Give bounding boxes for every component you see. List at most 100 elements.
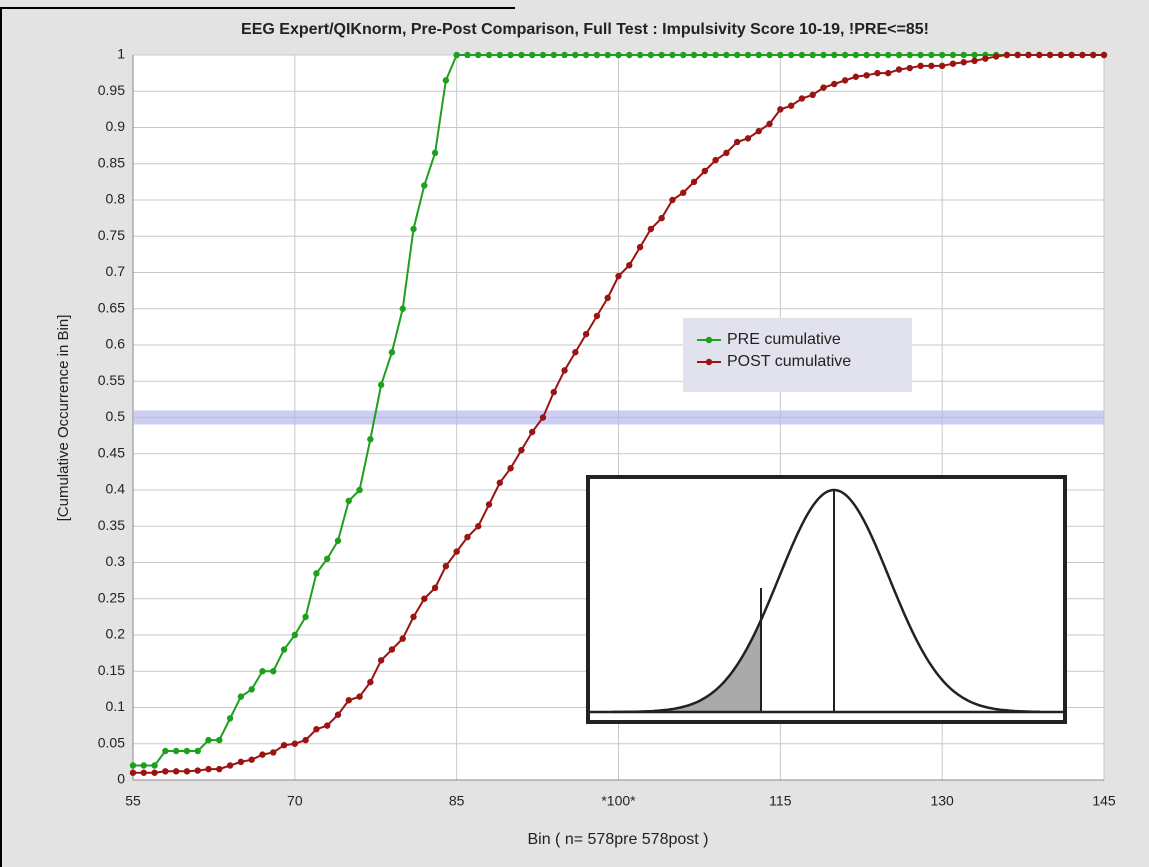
- data-point: [550, 51, 557, 59]
- y-tick-label: 0.95: [98, 82, 125, 98]
- data-point: [550, 388, 557, 396]
- legend-box: [683, 318, 912, 392]
- data-point: [680, 51, 687, 59]
- data-point: [572, 51, 579, 59]
- data-point: [777, 106, 784, 113]
- data-point: [874, 69, 881, 77]
- data-point: [636, 243, 644, 251]
- data-point: [172, 768, 180, 775]
- y-tick-label: 1: [117, 46, 125, 62]
- data-point: [820, 51, 827, 59]
- data-point: [593, 312, 601, 320]
- data-point: [345, 697, 352, 704]
- data-point: [831, 51, 838, 59]
- y-tick-label: 0: [117, 771, 125, 787]
- data-point: [453, 548, 460, 555]
- data-point: [733, 51, 741, 59]
- data-point: [1068, 51, 1075, 59]
- inset-diagram: [586, 475, 1067, 724]
- data-point: [388, 646, 396, 653]
- legend-swatch-dot: [705, 336, 713, 344]
- data-point: [399, 305, 406, 312]
- data-point: [410, 225, 417, 233]
- data-point: [938, 51, 946, 59]
- y-tick-label: 0.65: [98, 299, 125, 315]
- data-point: [1100, 51, 1108, 59]
- y-tick-label: 0.3: [106, 553, 126, 569]
- data-point: [604, 294, 611, 302]
- data-point: [183, 747, 191, 755]
- data-point: [852, 73, 860, 80]
- data-point: [259, 668, 266, 675]
- data-point: [280, 646, 288, 653]
- data-point: [151, 769, 158, 776]
- data-point: [712, 156, 719, 164]
- data-point: [1079, 51, 1086, 59]
- y-tick-label: 0.75: [98, 227, 125, 243]
- data-point: [334, 537, 342, 544]
- data-point: [852, 51, 860, 59]
- data-point: [334, 711, 342, 718]
- data-point: [615, 272, 622, 280]
- data-point: [582, 51, 590, 59]
- data-point: [1014, 51, 1021, 59]
- data-point: [798, 51, 806, 59]
- data-point: [453, 51, 460, 59]
- data-point: [949, 60, 957, 67]
- y-tick-label: 0.8: [106, 191, 126, 207]
- data-point: [496, 51, 504, 59]
- data-point: [960, 59, 967, 66]
- data-point: [992, 53, 1000, 60]
- legend: PRE cumulative POST cumulative: [683, 318, 912, 392]
- data-point: [475, 523, 482, 530]
- data-point: [1090, 51, 1097, 59]
- data-point: [755, 51, 762, 59]
- data-point: [809, 51, 816, 59]
- data-point: [863, 72, 870, 79]
- data-point: [367, 678, 374, 686]
- data-point: [561, 367, 568, 374]
- data-point: [841, 51, 849, 59]
- data-point: [507, 465, 514, 472]
- data-point: [701, 167, 709, 175]
- y-tick-label: 0.6: [106, 336, 126, 352]
- data-point: [291, 631, 299, 639]
- data-point: [593, 51, 601, 59]
- data-point: [377, 657, 385, 664]
- data-point: [464, 533, 471, 541]
- x-tick-label: *100*: [601, 793, 636, 809]
- data-point: [798, 95, 806, 102]
- data-point: [971, 57, 978, 64]
- data-point: [421, 595, 428, 602]
- data-point: [194, 747, 201, 755]
- data-point: [216, 736, 223, 744]
- data-point: [690, 178, 698, 186]
- data-point: [604, 51, 611, 59]
- x-tick-label: 70: [287, 793, 303, 809]
- y-tick-label: 0.7: [106, 263, 126, 279]
- x-tick-label: 85: [449, 793, 465, 809]
- y-tick-label: 0.35: [98, 517, 125, 533]
- data-point: [831, 80, 838, 88]
- data-point: [539, 414, 547, 421]
- data-point: [561, 51, 568, 59]
- data-point: [906, 51, 913, 59]
- data-point: [917, 51, 924, 59]
- legend-swatch-dot: [705, 358, 713, 366]
- data-point: [906, 64, 913, 72]
- data-point: [464, 51, 471, 59]
- data-point: [895, 51, 903, 59]
- data-point: [658, 51, 665, 59]
- y-tick-label: 0.5: [106, 408, 126, 424]
- y-axis-label: [Cumulative Occurrence in Bin]: [55, 315, 72, 522]
- data-point: [140, 762, 147, 769]
- legend-label: POST cumulative: [727, 353, 851, 370]
- data-point: [496, 479, 504, 486]
- data-point: [162, 768, 169, 775]
- data-point: [528, 428, 536, 436]
- data-point: [237, 693, 245, 700]
- data-point: [928, 51, 935, 59]
- data-point: [129, 762, 137, 769]
- data-point: [615, 51, 622, 59]
- data-point: [431, 149, 439, 157]
